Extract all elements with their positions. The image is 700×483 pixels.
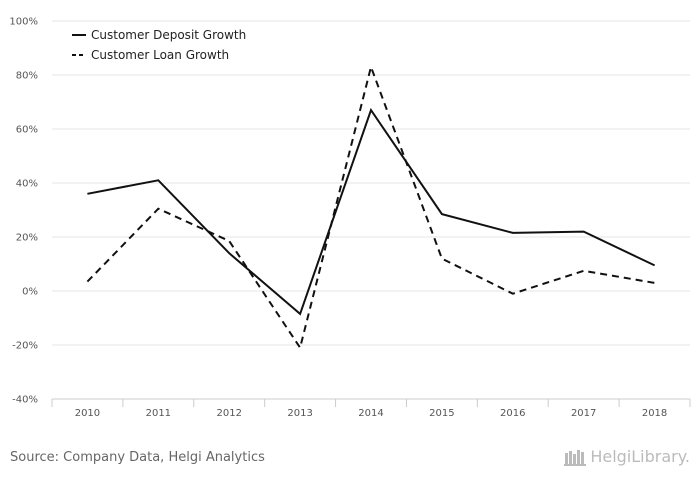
x-tick-label: 2016 bbox=[500, 408, 525, 419]
x-tick-label: 2018 bbox=[642, 408, 667, 419]
y-tick-label: -20% bbox=[12, 341, 38, 352]
x-tick-label: 2014 bbox=[358, 408, 383, 419]
y-tick-label: 80% bbox=[16, 71, 38, 82]
brand-name: HelgiLibrary. bbox=[590, 447, 690, 466]
y-tick-label: 20% bbox=[16, 233, 38, 244]
grid-lines bbox=[52, 20, 690, 346]
x-tick-label: 2013 bbox=[287, 408, 312, 419]
legend: Customer Deposit Growth Customer Loan Gro… bbox=[72, 28, 246, 62]
legend-label: Customer Loan Growth bbox=[91, 48, 229, 62]
y-tick-label: -40% bbox=[12, 395, 38, 406]
legend-label: Customer Deposit Growth bbox=[91, 28, 246, 42]
y-axis: -40% -20% 0% 20% 40% 60% 80% 100% bbox=[9, 17, 38, 406]
y-tick-label: 100% bbox=[9, 17, 38, 28]
source-note: Source: Company Data, Helgi Analytics bbox=[10, 450, 265, 465]
x-tick-label: 2010 bbox=[75, 408, 100, 419]
brand-logo: HelgiLibrary. bbox=[564, 447, 690, 466]
y-tick-label: 60% bbox=[16, 125, 38, 136]
y-tick-label: 40% bbox=[16, 179, 38, 190]
library-books-icon bbox=[564, 449, 587, 466]
y-tick-label: 0% bbox=[22, 287, 38, 298]
loan-growth-line bbox=[86, 63, 655, 351]
x-axis: 2010 2011 2012 2013 2014 2015 2016 2017 2018 bbox=[51, 398, 691, 419]
deposit-growth-line bbox=[87, 107, 656, 316]
x-tick-label: 2012 bbox=[216, 408, 241, 419]
x-tick-label: 2017 bbox=[571, 408, 596, 419]
x-tick-label: 2015 bbox=[429, 408, 454, 419]
x-tick-label: 2011 bbox=[146, 408, 171, 419]
series-lines bbox=[86, 63, 656, 351]
